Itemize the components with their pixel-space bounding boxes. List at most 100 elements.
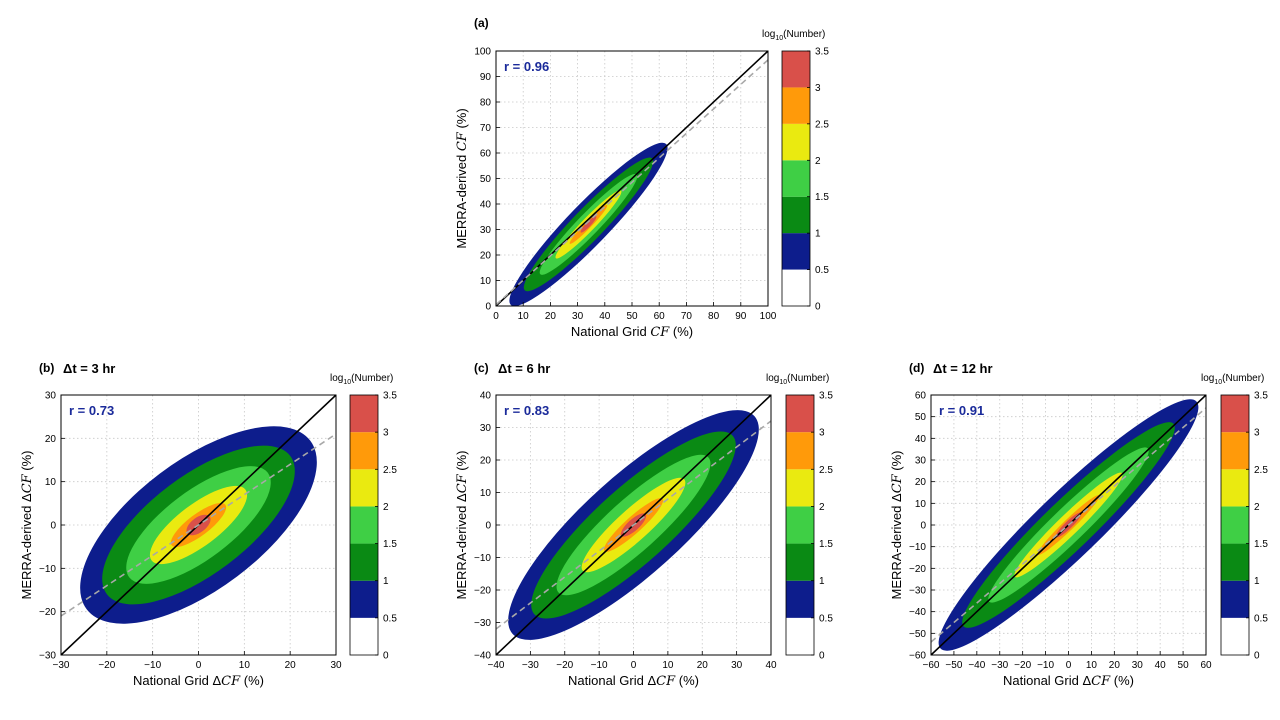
y-tick-label: 0 <box>50 521 56 532</box>
x-tick-label: 60 <box>1200 660 1212 671</box>
colorbar-tick-label: 3 <box>383 428 389 439</box>
x-tick-label: 10 <box>239 660 251 671</box>
colorbar-tick-label: 2 <box>819 502 825 513</box>
colorbar-title-suffix: (Number) <box>1222 373 1264 384</box>
y-axis-label-unit: (%) <box>889 450 904 474</box>
x-tick-label: 10 <box>1086 660 1098 671</box>
colorbar-title-log: log <box>766 373 779 384</box>
colorbar-tick-label: 2.5 <box>815 119 829 130</box>
colorbar-title-suffix: (Number) <box>787 373 829 384</box>
colorbar-segment <box>782 196 810 234</box>
panel-label: (b) <box>39 361 54 375</box>
colorbar-title-subscript: 10 <box>779 379 787 386</box>
y-axis-label-text: MERRA-derived Δ <box>454 493 469 600</box>
x-axis-label-text: National Grid Δ <box>568 673 656 688</box>
colorbar-segment <box>786 506 814 544</box>
x-tick-label: −30 <box>991 660 1008 671</box>
y-tick-label: 50 <box>915 412 927 423</box>
x-axis-label-variable: CF <box>650 325 670 340</box>
colorbar-title-log: log <box>762 29 775 40</box>
colorbar-segment <box>786 543 814 581</box>
density-contour-level-6 <box>580 216 597 233</box>
correlation-label: r = 0.73 <box>69 403 114 418</box>
x-axis-label-unit: (%) <box>669 324 693 339</box>
y-axis-label-variable: CF <box>455 131 470 151</box>
correlation-label: r = 0.91 <box>939 403 984 418</box>
x-axis-label: National Grid ΔCF (%) <box>568 673 699 689</box>
panel-label: (a) <box>474 16 489 30</box>
y-tick-label: 10 <box>915 499 927 510</box>
colorbar-tick-label: 1.5 <box>383 539 397 550</box>
y-tick-label: −10 <box>39 564 56 575</box>
y-tick-label: 40 <box>915 434 927 445</box>
colorbar-tick-label: 1 <box>1254 576 1260 587</box>
y-tick-label: 60 <box>480 149 492 160</box>
colorbar-tick-label: 3 <box>1254 428 1260 439</box>
colorbar-segment <box>350 432 378 470</box>
colorbar-title-subscript: 10 <box>343 379 351 386</box>
y-tick-label: −20 <box>909 564 926 575</box>
colorbar-segment <box>1221 506 1249 544</box>
x-tick-label: 30 <box>1132 660 1144 671</box>
y-tick-label: −40 <box>909 607 926 618</box>
y-tick-label: −20 <box>474 586 491 597</box>
colorbar-tick-label: 3 <box>815 83 821 94</box>
x-tick-label: 30 <box>572 311 584 322</box>
x-tick-label: −40 <box>968 660 985 671</box>
colorbar-segment <box>350 580 378 618</box>
colorbar-title: log10(Number) <box>330 373 393 386</box>
colorbar-segment <box>1221 617 1249 655</box>
density-layers <box>509 142 668 306</box>
x-tick-label: −20 <box>556 660 573 671</box>
colorbar-frame <box>785 394 815 656</box>
y-axis-label-unit: (%) <box>454 450 469 474</box>
x-tick-label: 10 <box>662 660 674 671</box>
colorbar-tick-label: 1.5 <box>819 539 833 550</box>
x-tick-label: 50 <box>1178 660 1190 671</box>
y-tick-label: 30 <box>45 391 57 402</box>
y-tick-label: 20 <box>480 456 492 467</box>
x-tick-label: 20 <box>545 311 557 322</box>
x-tick-label: −10 <box>591 660 608 671</box>
colorbar-tick-label: 3.5 <box>815 47 829 58</box>
y-tick-label: 0 <box>485 521 491 532</box>
colorbar-tick-label: 1 <box>383 576 389 587</box>
colorbar-tick-label: 2 <box>815 156 821 167</box>
y-axis-label: MERRA-derived ΔCF (%) <box>19 450 35 599</box>
colorbar-segment <box>782 233 810 270</box>
y-tick-label: 50 <box>480 174 492 185</box>
chart-panel-1: 0 10 20 30 40 50 60 70 80 90 100010203040506070809… <box>454 16 829 340</box>
x-axis-label-variable: CF <box>221 674 241 689</box>
x-tick-label: −30 <box>522 660 539 671</box>
colorbar-tick-label: 2.5 <box>383 465 397 476</box>
y-tick-label: 40 <box>480 200 492 211</box>
colorbar-title: log10(Number) <box>762 29 825 42</box>
colorbar-tick-label: 2.5 <box>1254 465 1268 476</box>
chart-panel-3: −40 −30 −20 −10 0 10 20 30 40−40−30−20−100102030… <box>454 361 833 689</box>
x-tick-label: 40 <box>1155 660 1167 671</box>
x-tick-label: 0 <box>1066 660 1072 671</box>
x-axis-label-text: National Grid Δ <box>1003 673 1091 688</box>
x-tick-label: 0 <box>493 311 499 322</box>
x-tick-label: 40 <box>599 311 611 322</box>
x-tick-label: 20 <box>1109 660 1121 671</box>
colorbar-segment <box>782 51 810 88</box>
y-tick-label: 70 <box>480 123 492 134</box>
colorbar-tick-label: 0.5 <box>1254 613 1268 624</box>
y-tick-label: 20 <box>45 434 57 445</box>
x-axis-label-unit: (%) <box>1110 673 1134 688</box>
y-axis-label: MERRA-derived ΔCF (%) <box>454 450 470 599</box>
y-tick-label: 20 <box>915 477 927 488</box>
panel-subtitle: Δt = 3 hr <box>63 361 115 376</box>
colorbar-segment <box>786 432 814 470</box>
y-axis-label-text: MERRA-derived <box>454 151 469 249</box>
colorbar-tick-label: 1 <box>815 229 821 240</box>
colorbar-title: log10(Number) <box>766 373 829 386</box>
x-tick-label: 40 <box>765 660 777 671</box>
x-axis-label-unit: (%) <box>240 673 264 688</box>
y-tick-label: 10 <box>480 488 492 499</box>
colorbar-segment <box>786 617 814 655</box>
colorbar-tick-label: 0 <box>815 302 821 313</box>
x-tick-label: −30 <box>53 660 70 671</box>
panel-label: (c) <box>474 361 489 375</box>
